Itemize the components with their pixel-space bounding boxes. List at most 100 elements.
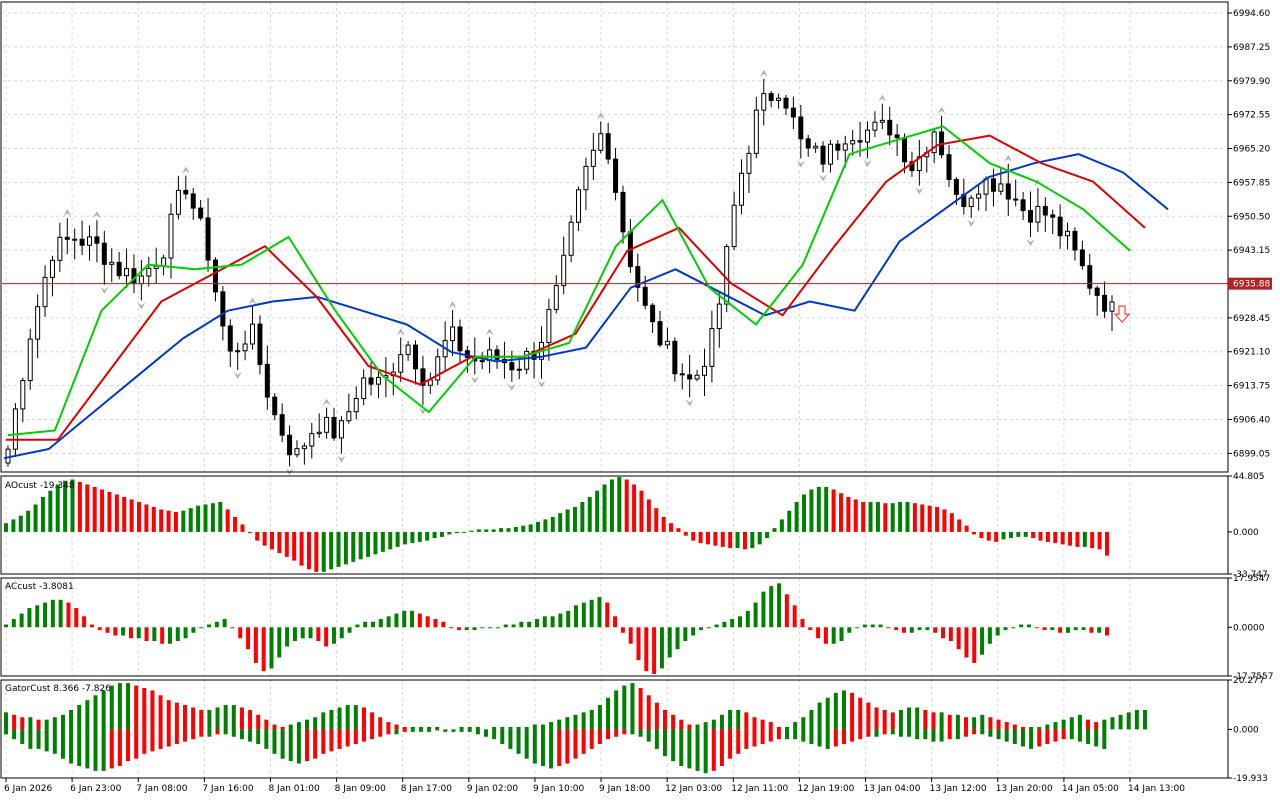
histogram-bar	[159, 509, 164, 532]
histogram-bar	[82, 616, 87, 628]
candle-bull	[716, 303, 722, 330]
fractal-down-arrow	[337, 455, 346, 463]
histogram-bar	[449, 627, 454, 629]
gator-upper-bar	[44, 719, 49, 730]
histogram-bar	[363, 621, 368, 628]
gator-upper-bar	[890, 712, 895, 730]
ac-panel-title: ACcust -3.8081	[5, 582, 74, 592]
histogram-bar	[597, 597, 602, 628]
ao-panel[interactable]	[4, 477, 1109, 572]
histogram-bar	[941, 627, 946, 639]
candle-bull	[398, 354, 404, 373]
histogram-bar	[639, 490, 644, 532]
time-tick-label: 9 Jan 10:00	[533, 784, 585, 794]
gator-upper-bar	[321, 712, 326, 730]
candle-bull	[353, 398, 359, 413]
time-axis: 6 Jan 2026 6 Jan 23:00 7 Jan 08:00 7 Jan 16…	[4, 778, 1185, 794]
candle-bear	[1013, 198, 1019, 201]
histogram-bar	[196, 505, 201, 532]
histogram-bar	[85, 484, 90, 532]
gator-lower-bar	[695, 729, 700, 771]
gator-upper-bar	[638, 687, 643, 730]
price-tick-label: 6913.75	[1233, 382, 1270, 392]
histogram-bar	[441, 621, 446, 628]
gator-lower-bar	[687, 729, 692, 769]
candle-bull	[1065, 230, 1071, 237]
histogram-bar	[35, 605, 40, 628]
histogram-bar	[11, 619, 16, 628]
histogram-bar	[314, 531, 319, 572]
gator-lower-bar	[101, 729, 106, 771]
price-panel[interactable]	[2, 69, 1228, 476]
histogram-bar	[1011, 627, 1016, 629]
gator-upper-bar	[12, 714, 17, 730]
histogram-bar	[152, 627, 157, 641]
gator-upper-bar	[1126, 712, 1131, 730]
gator-upper-bar	[532, 724, 537, 730]
fractal-down-arrow	[507, 383, 516, 391]
gator-upper-bar	[1134, 709, 1139, 730]
candle-bull	[375, 376, 381, 385]
gator-lower-bar	[776, 729, 781, 740]
price-tick-label: 6965.20	[1233, 145, 1270, 155]
gator-lower-bar	[264, 729, 269, 749]
candle-bear	[679, 373, 685, 376]
candle-bear	[420, 368, 426, 386]
histogram-bar	[964, 525, 969, 532]
price-tick-label: 6906.40	[1233, 415, 1270, 425]
histogram-bar	[691, 531, 696, 541]
gator-lower-bar	[182, 729, 187, 742]
candle-bull	[35, 306, 41, 340]
time-tick-label: 7 Jan 08:00	[136, 784, 188, 794]
gator-lower-bar	[996, 729, 1001, 740]
histogram-bar	[1023, 531, 1028, 537]
histogram-bar	[277, 531, 282, 554]
gator-upper-bar	[744, 712, 749, 730]
candle-bull	[20, 380, 26, 410]
histogram-bar	[609, 479, 614, 532]
gator-upper-bar	[703, 722, 708, 730]
gator-upper-bar	[500, 726, 505, 730]
ao-panel-title: AOcust -19.348	[5, 481, 75, 491]
price-tick-label: 6957.85	[1233, 178, 1270, 188]
candle-bear	[1042, 205, 1048, 216]
candle-bull	[753, 109, 759, 154]
gator-upper-bar	[1053, 722, 1058, 730]
histogram-bar	[831, 489, 836, 532]
gator-lower-bar	[565, 729, 570, 764]
candle-bear	[790, 107, 796, 118]
histogram-bar	[403, 531, 408, 545]
histogram-bar	[769, 586, 774, 628]
gator-upper-bar	[305, 719, 310, 730]
gator-lower-bar	[646, 729, 651, 742]
gator-lower-bar	[760, 729, 765, 745]
gator-lower-bar	[931, 729, 936, 742]
fractal-down-arrow	[470, 376, 479, 384]
gator-panel[interactable]	[4, 683, 1147, 774]
histogram-bar	[676, 528, 681, 532]
histogram-bar	[802, 494, 807, 532]
histogram-bar	[909, 627, 914, 633]
ac-panel[interactable]	[4, 583, 1109, 674]
histogram-bar	[160, 627, 165, 644]
candle-bear	[220, 291, 226, 327]
candle-bull	[479, 360, 485, 363]
price-tick-label: 6899.05	[1233, 449, 1270, 459]
candle-bear	[1005, 183, 1011, 200]
gator-upper-bar	[280, 726, 285, 730]
candle-bull	[450, 326, 456, 342]
histogram-bar	[4, 523, 8, 532]
histogram-bar	[261, 627, 266, 672]
histogram-bar	[89, 624, 94, 628]
gator-lower-bar	[817, 729, 822, 747]
histogram-bar	[794, 501, 799, 532]
candle-bull	[746, 152, 752, 174]
histogram-bar	[824, 486, 829, 532]
candle-bull	[583, 165, 589, 191]
gator-upper-bar	[776, 726, 781, 730]
histogram-bar	[1050, 627, 1055, 631]
candle-bull	[168, 213, 174, 259]
gator-lower-bar	[44, 729, 49, 752]
histogram-bar	[861, 501, 866, 532]
